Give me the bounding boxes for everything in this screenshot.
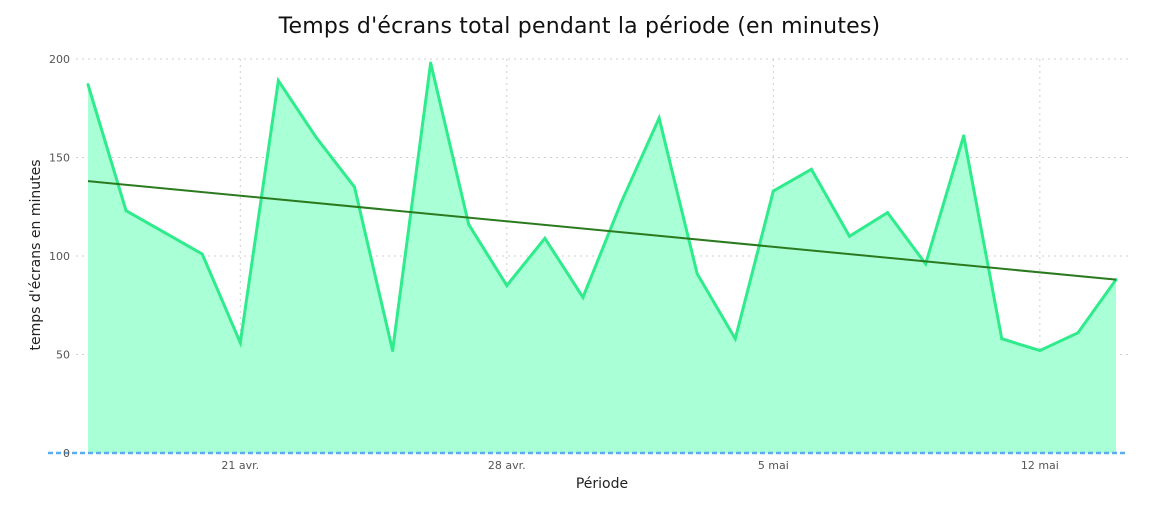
data-point [1076, 331, 1080, 335]
data-point [543, 236, 547, 240]
data-point [505, 284, 509, 288]
x-tick-label: 21 avr. [221, 459, 259, 472]
x-tick-label: 12 mai [1021, 459, 1059, 472]
data-point [657, 116, 661, 120]
data-point [467, 222, 471, 226]
data-point [771, 189, 775, 193]
data-point [962, 134, 966, 138]
data-point [924, 262, 928, 266]
data-point [200, 252, 204, 256]
chart-title: Temps d'écrans total pendant la période … [278, 14, 881, 39]
y-tick-label: 150 [49, 152, 70, 165]
data-point [124, 209, 128, 213]
data-point [162, 230, 166, 234]
y-tick-label: 200 [49, 53, 70, 66]
data-point [276, 79, 280, 83]
x-tick-label: 28 avr. [488, 459, 526, 472]
x-tick-label: 5 mai [758, 459, 789, 472]
data-point [238, 341, 242, 345]
series-line [86, 62, 1118, 353]
data-point [86, 83, 90, 87]
data-point [886, 211, 890, 215]
data-point [1038, 349, 1042, 353]
data-point [1000, 337, 1004, 341]
x-axis-label: Période [575, 476, 629, 492]
area-fill [88, 62, 1116, 453]
data-point [391, 349, 395, 353]
data-point [314, 136, 318, 140]
data-point [809, 167, 813, 171]
data-point [619, 201, 623, 205]
trend-line [87, 180, 1117, 281]
y-tick-label: 0 [63, 447, 70, 460]
data-point [581, 295, 585, 299]
data-point [429, 61, 433, 65]
data-point [695, 272, 699, 276]
y-tick-label: 100 [49, 250, 70, 263]
data-point [847, 234, 851, 238]
data-point [353, 185, 357, 189]
y-tick-label: 50 [56, 349, 70, 362]
data-point [733, 337, 737, 341]
